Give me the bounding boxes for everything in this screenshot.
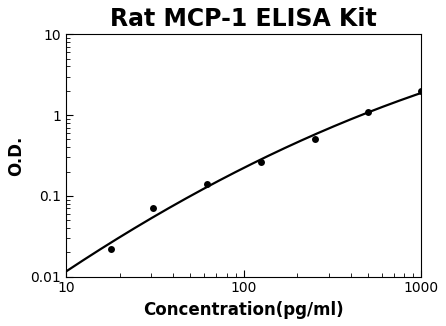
Point bbox=[418, 88, 425, 93]
Point bbox=[203, 182, 211, 187]
Point bbox=[150, 206, 157, 211]
Title: Rat MCP-1 ELISA Kit: Rat MCP-1 ELISA Kit bbox=[111, 7, 377, 31]
X-axis label: Concentration(pg/ml): Concentration(pg/ml) bbox=[144, 301, 344, 319]
Point bbox=[257, 159, 264, 164]
Point bbox=[108, 246, 115, 252]
Point bbox=[311, 137, 318, 142]
Point bbox=[364, 110, 372, 115]
Y-axis label: O.D.: O.D. bbox=[7, 135, 25, 176]
